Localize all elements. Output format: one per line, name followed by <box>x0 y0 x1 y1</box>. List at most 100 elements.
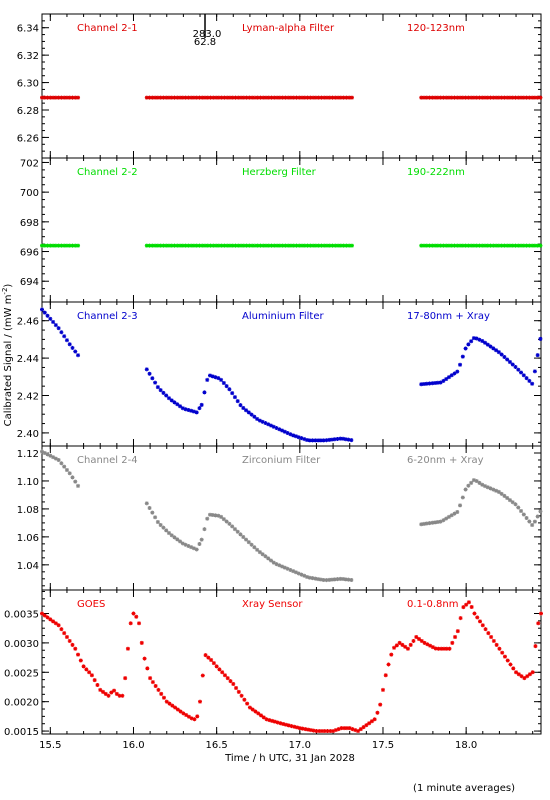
data-point <box>436 646 441 651</box>
data-point <box>335 436 340 441</box>
data-point <box>516 672 521 677</box>
data-point <box>532 369 537 374</box>
data-point <box>220 670 225 675</box>
y-tick-label: 1.12 <box>17 449 39 460</box>
data-point <box>56 457 61 462</box>
y-tick-label: 0.0015 <box>4 727 39 738</box>
x-axis-label: Time / h UTC, 31 Jan 2028 <box>224 753 355 764</box>
data-point <box>510 243 515 248</box>
data-point <box>48 243 53 248</box>
data-point <box>452 371 457 376</box>
data-point <box>419 382 424 387</box>
data-point <box>394 643 399 648</box>
data-point <box>318 577 323 582</box>
y-tick-label: 6.34 <box>17 24 39 35</box>
data-point <box>92 678 97 683</box>
data-point <box>297 95 302 100</box>
data-point <box>175 537 180 542</box>
data-point <box>42 450 47 455</box>
y-axis-label-text: Calibrated Signal / (mW m <box>3 295 14 427</box>
y-tick-label: 6.32 <box>17 51 39 62</box>
data-point <box>300 726 305 731</box>
y-axis-label: Calibrated Signal / (mW m-2) <box>1 284 14 427</box>
data-point <box>244 95 249 100</box>
data-point <box>449 513 454 518</box>
data-point <box>42 95 47 100</box>
data-point <box>494 348 499 353</box>
data-point <box>494 95 499 100</box>
data-point <box>344 95 349 100</box>
data-point <box>268 423 273 428</box>
data-point <box>291 95 296 100</box>
data-point <box>189 95 194 100</box>
data-point <box>452 511 457 516</box>
marker-label-top: 283.0 <box>193 29 222 40</box>
data-point <box>211 661 216 666</box>
data-point <box>286 723 291 728</box>
data-point <box>155 385 160 390</box>
data-point <box>502 95 507 100</box>
data-point <box>333 243 338 248</box>
data-point <box>466 342 471 347</box>
data-point <box>272 719 277 724</box>
data-point <box>48 617 53 622</box>
data-point <box>205 516 210 521</box>
data-point <box>186 408 191 412</box>
data-point <box>45 313 50 318</box>
data-point <box>266 243 271 248</box>
data-point <box>496 489 501 494</box>
data-point <box>283 95 288 100</box>
data-point <box>214 243 219 248</box>
data-point <box>319 243 324 248</box>
data-point <box>289 724 294 729</box>
data-point <box>232 527 237 532</box>
data-point <box>191 95 196 100</box>
data-point <box>502 493 507 498</box>
data-point <box>252 95 257 100</box>
data-point <box>463 346 468 351</box>
data-point <box>403 644 408 649</box>
y-axis-label-exponent: -2 <box>1 288 9 295</box>
data-point <box>446 375 451 380</box>
data-point <box>332 577 337 582</box>
data-point <box>205 243 210 248</box>
data-point <box>538 509 543 514</box>
data-point <box>211 243 216 248</box>
data-point <box>491 346 496 351</box>
data-point <box>311 95 316 100</box>
data-point <box>76 95 81 100</box>
data-point <box>214 664 219 669</box>
data-point <box>153 380 158 385</box>
data-point <box>205 377 210 382</box>
data-point <box>411 638 416 643</box>
data-point <box>178 243 183 248</box>
data-point <box>260 419 265 424</box>
data-point <box>489 635 494 640</box>
data-point <box>294 95 299 100</box>
data-point <box>441 243 446 248</box>
data-point <box>64 467 69 472</box>
data-point <box>191 409 196 414</box>
data-point <box>419 522 424 527</box>
data-point <box>139 640 144 645</box>
panel-frame <box>41 301 542 447</box>
data-point <box>361 725 366 730</box>
data-point <box>87 670 92 675</box>
data-point <box>338 436 343 441</box>
data-point <box>64 635 69 640</box>
data-point <box>142 656 147 661</box>
data-point <box>59 243 64 248</box>
data-point <box>386 662 391 667</box>
data-point <box>40 307 44 312</box>
panel-channel-label: Channel 2-2 <box>77 167 138 178</box>
data-point <box>158 388 163 393</box>
data-point <box>288 95 293 100</box>
data-point <box>339 726 344 731</box>
data-point <box>314 729 319 734</box>
data-point <box>435 243 440 248</box>
data-point <box>441 518 446 523</box>
data-point <box>51 319 56 324</box>
data-point <box>450 640 455 645</box>
data-point <box>263 243 268 248</box>
data-point <box>197 406 202 411</box>
